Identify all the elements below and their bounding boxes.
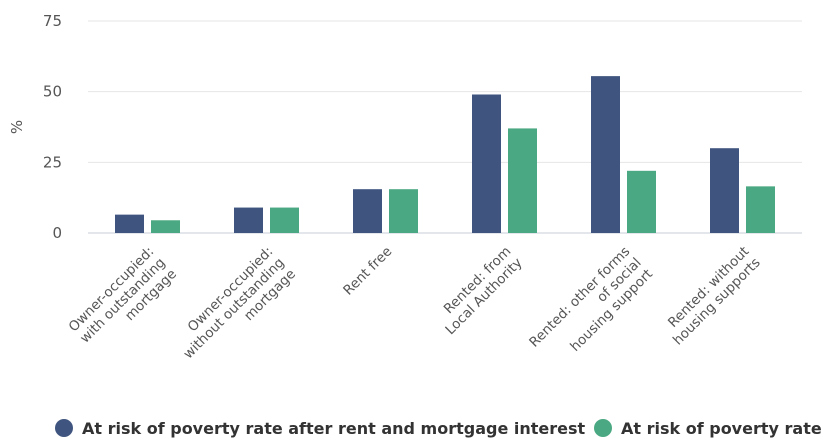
legend[interactable]: At risk of poverty rate after rent and m… xyxy=(55,419,822,438)
bar-poverty-rate[interactable] xyxy=(627,170,656,233)
bar-after-rent-mortgage[interactable] xyxy=(591,76,620,234)
x-tick-label: Owner-occupied:with outstandingmortgage xyxy=(66,244,180,358)
legend-label: At risk of poverty rate after rent and m… xyxy=(82,419,586,438)
x-tick-label: Rent free xyxy=(340,244,395,299)
bar-poverty-rate[interactable] xyxy=(270,207,299,233)
bar-poverty-rate[interactable] xyxy=(151,220,180,233)
x-tick-label: Rented: fromLocal Authority xyxy=(431,244,526,339)
x-tick-label: Rented: withouthousing supports xyxy=(659,244,764,349)
bar-after-rent-mortgage[interactable] xyxy=(353,189,382,233)
bar-after-rent-mortgage[interactable] xyxy=(234,207,263,233)
bar-poverty-rate[interactable] xyxy=(389,189,418,233)
legend-swatch xyxy=(55,419,73,437)
y-tick-label: 0 xyxy=(52,224,62,242)
grid-lines xyxy=(88,20,802,234)
x-tick-label: Owner-occupied:without outstandingmortga… xyxy=(169,244,299,374)
y-axis-ticks: 0 25 50 75 xyxy=(43,12,62,242)
y-axis-title: % xyxy=(8,120,26,134)
bars xyxy=(115,76,775,234)
x-axis-labels: Owner-occupied:with outstandingmortgage O… xyxy=(66,244,764,374)
legend-item[interactable]: At risk of poverty rate xyxy=(594,419,822,438)
x-tick-label: Rented: other formsof socialhousing supp… xyxy=(526,244,656,374)
bar-poverty-rate[interactable] xyxy=(746,186,775,233)
legend-swatch xyxy=(594,419,612,437)
y-tick-label: 50 xyxy=(43,83,62,101)
legend-label: At risk of poverty rate xyxy=(621,419,822,438)
bar-after-rent-mortgage[interactable] xyxy=(710,148,739,233)
bar-after-rent-mortgage[interactable] xyxy=(472,94,501,233)
legend-item[interactable]: At risk of poverty rate after rent and m… xyxy=(55,419,586,438)
y-tick-label: 25 xyxy=(43,153,62,171)
y-tick-label: 75 xyxy=(43,12,62,30)
bar-after-rent-mortgage[interactable] xyxy=(115,214,144,233)
bar-poverty-rate[interactable] xyxy=(508,128,537,233)
